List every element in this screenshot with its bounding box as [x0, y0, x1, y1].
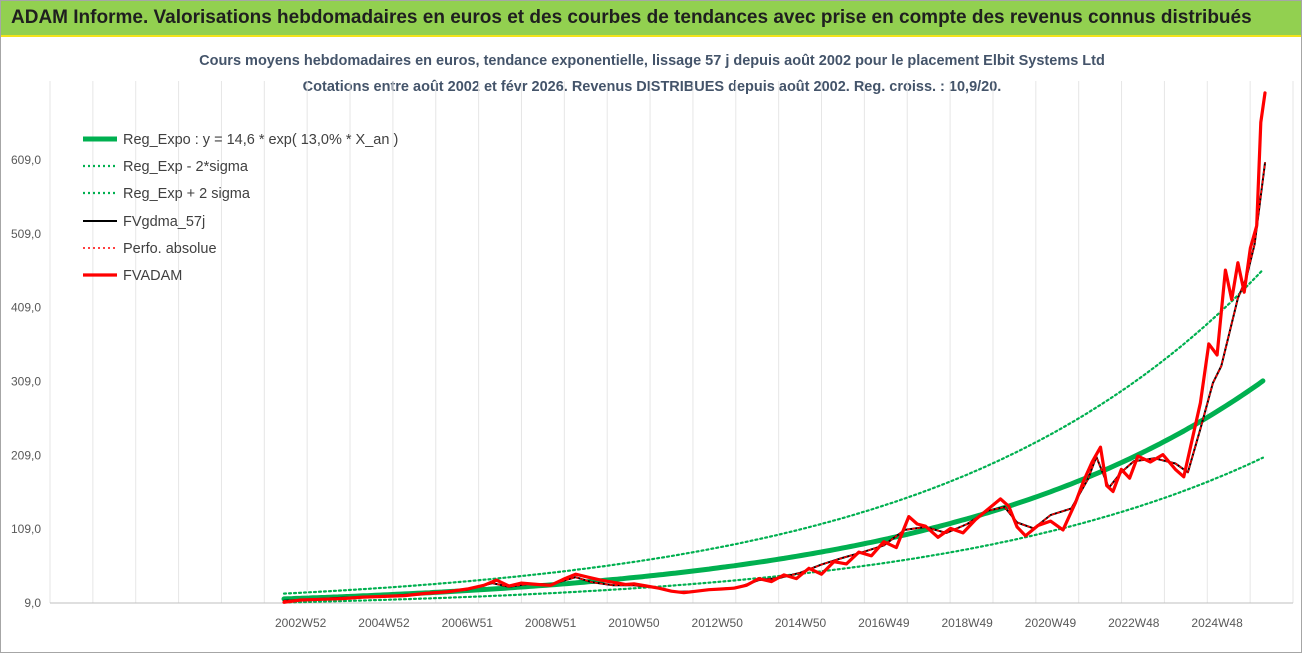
x-tick-label: 2006W51	[442, 616, 494, 630]
chart-subtitle: Cotations entre août 2002 et févr 2026. …	[302, 79, 1002, 95]
axes: 609,0 509,0 409,0 309,0 209,0 109,0 9,0 2002W52…	[11, 153, 1293, 630]
x-tick-label: 2010W50	[608, 616, 660, 630]
y-tick-label: 609,0	[11, 153, 41, 167]
x-tick-label: 2008W51	[525, 616, 577, 630]
x-tick-label: 2018W49	[941, 616, 993, 630]
series-line-2	[282, 268, 1264, 595]
x-tick-label: 2020W49	[1025, 616, 1077, 630]
report-banner: ADAM Informe. Valorisations hebdomadaire…	[1, 1, 1301, 37]
y-tick-label: 9,0	[24, 596, 41, 610]
legend-label: FVgdma_57j	[123, 214, 205, 230]
legend: Reg_Expo : y = 14,6 * exp( 13,0% * X_an …	[83, 132, 398, 284]
x-tick-label: 2016W49	[858, 616, 910, 630]
series-line-0	[281, 378, 1266, 602]
x-tick-label: 2002W52	[275, 616, 327, 630]
legend-label: Reg_Exp + 2 sigma	[123, 186, 251, 202]
grid-lines	[49, 81, 1294, 603]
series-layer	[281, 91, 1267, 604]
x-tick-label: 2024W48	[1191, 616, 1243, 630]
legend-label: Reg_Expo : y = 14,6 * exp( 13,0% * X_an …	[123, 132, 398, 148]
series-line-4	[283, 162, 1266, 602]
y-tick-label: 509,0	[11, 227, 41, 241]
chart-title: Cours moyens hebdomadaires en euros, ten…	[199, 53, 1105, 69]
y-tick-label: 409,0	[11, 301, 41, 315]
y-tick-label: 209,0	[11, 448, 41, 462]
x-tick-label: 2012W50	[692, 616, 744, 630]
x-tick-label: 2014W50	[775, 616, 827, 630]
x-tick-label: 2022W48	[1108, 616, 1160, 630]
y-tick-label: 109,0	[11, 522, 41, 536]
y-tick-label: 309,0	[11, 375, 41, 389]
legend-label: Perfo. absolue	[123, 241, 217, 257]
x-tick-label: 2004W52	[358, 616, 410, 630]
legend-label: Reg_Exp - 2*sigma	[123, 159, 249, 175]
banner-title: ADAM Informe. Valorisations hebdomadaire…	[11, 7, 1252, 28]
series-line-1	[282, 456, 1264, 604]
legend-label: FVADAM	[123, 268, 182, 284]
series-line-5	[282, 91, 1267, 604]
